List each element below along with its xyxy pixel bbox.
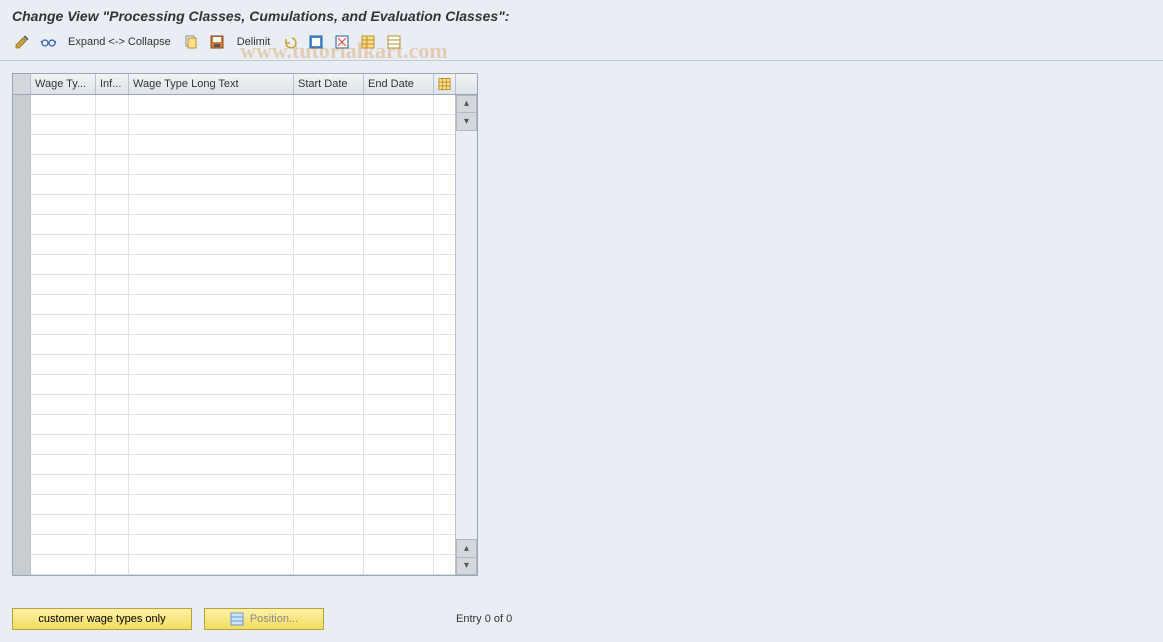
table-row[interactable] [13,375,477,395]
vertical-scrollbar[interactable]: ▴ ▾ ▴ ▾ [455,95,477,575]
scroll-down2-icon[interactable]: ▴ [456,539,477,557]
deselect-all-icon[interactable] [332,32,352,52]
scroll-track[interactable] [456,131,477,539]
select-all-icon[interactable] [306,32,326,52]
table-row[interactable] [13,195,477,215]
col-startdate[interactable]: Start Date [294,74,364,94]
scroll-up2-icon[interactable]: ▾ [456,113,477,131]
expand-collapse-label[interactable]: Expand <-> Collapse [64,36,175,48]
change-icon[interactable] [12,32,32,52]
scroll-down-icon[interactable]: ▾ [456,557,477,575]
table-row[interactable] [13,395,477,415]
table-row[interactable] [13,295,477,315]
table-row[interactable] [13,175,477,195]
table-row[interactable] [13,255,477,275]
position-label: Position... [250,613,298,625]
table-row[interactable] [13,495,477,515]
table-row[interactable] [13,355,477,375]
copy-icon[interactable] [181,32,201,52]
table-row[interactable] [13,535,477,555]
glasses-icon[interactable] [38,32,58,52]
table-row[interactable] [13,115,477,135]
toolbar: Expand <-> Collapse Delimit [0,28,1163,61]
table-row[interactable] [13,515,477,535]
table-row[interactable] [13,475,477,495]
scroll-up-icon[interactable]: ▴ [456,95,477,113]
table-row[interactable] [13,435,477,455]
table-row[interactable] [13,335,477,355]
table-row[interactable] [13,215,477,235]
page-title: Change View "Processing Classes, Cumulat… [0,0,1163,28]
table-row[interactable] [13,95,477,115]
data-table: Wage Ty... Inf... Wage Type Long Text St… [12,73,478,576]
save-icon[interactable] [207,32,227,52]
position-icon [230,612,244,626]
footer-bar: customer wage types only Position... Ent… [12,608,512,630]
undo-icon[interactable] [280,32,300,52]
col-enddate[interactable]: End Date [364,74,434,94]
position-button[interactable]: Position... [204,608,324,630]
col-info[interactable]: Inf... [96,74,129,94]
table-row[interactable] [13,235,477,255]
table-row[interactable] [13,455,477,475]
table-settings-icon[interactable] [358,32,378,52]
table-row[interactable] [13,275,477,295]
table-row[interactable] [13,315,477,335]
customer-wage-types-button[interactable]: customer wage types only [12,608,192,630]
col-longtext[interactable]: Wage Type Long Text [129,74,294,94]
table-row[interactable] [13,555,477,575]
table-row[interactable] [13,415,477,435]
delimit-label[interactable]: Delimit [233,36,275,48]
table-header-row: Wage Ty... Inf... Wage Type Long Text St… [13,74,477,95]
configure-columns-icon[interactable] [434,74,456,94]
table-body: ▴ ▾ ▴ ▾ [13,95,477,575]
print-icon[interactable] [384,32,404,52]
entry-status: Entry 0 of 0 [336,613,512,625]
select-all-header[interactable] [13,74,31,94]
table-row[interactable] [13,155,477,175]
table-row[interactable] [13,135,477,155]
col-wage-type[interactable]: Wage Ty... [31,74,96,94]
